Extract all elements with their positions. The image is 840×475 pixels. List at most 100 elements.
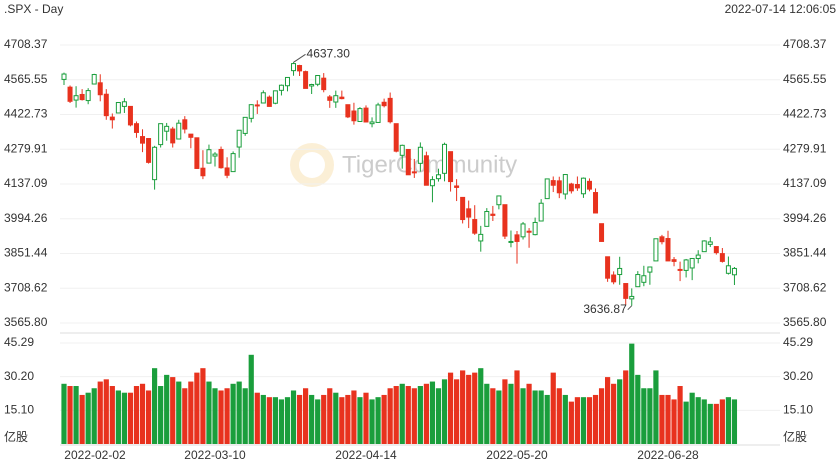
candle-body	[448, 151, 454, 183]
candle-body	[303, 71, 309, 89]
volume-bar	[236, 381, 242, 444]
y-tick-label-right: 3994.26	[783, 211, 827, 225]
volume-bar	[617, 379, 623, 444]
volume-bar	[387, 388, 393, 444]
candle-body	[423, 155, 429, 186]
annotation-leader	[627, 305, 633, 311]
y-tick-label: 4708.37	[4, 37, 48, 51]
candle-body	[224, 167, 230, 176]
volume-bar	[399, 383, 405, 444]
candle-body	[369, 121, 375, 125]
volume-bar	[381, 394, 387, 444]
candle-body	[333, 95, 339, 103]
y-tick-label-right: 3851.44	[783, 246, 827, 260]
volume-bar	[701, 399, 707, 444]
candle-body	[85, 90, 91, 102]
y-tick-label-right: 4279.91	[783, 141, 827, 155]
candle-body	[351, 110, 357, 122]
volume-bar	[224, 388, 230, 444]
volume-bar	[707, 403, 713, 444]
candle-body	[284, 76, 290, 87]
x-tick-label: 2022-06-28	[637, 448, 699, 462]
candle-body	[200, 167, 206, 177]
candle-body	[103, 93, 109, 117]
x-tick-label: 2022-05-20	[486, 448, 548, 462]
candle-body	[236, 129, 242, 148]
candle-body	[695, 254, 701, 259]
candle-body	[206, 149, 212, 164]
candle-body	[623, 283, 629, 299]
volume-bar	[333, 392, 339, 444]
candle-body	[405, 148, 411, 176]
volume-bar	[73, 386, 79, 444]
volume-bar	[79, 394, 85, 444]
candle-body	[158, 123, 164, 146]
volume-bar	[574, 397, 580, 444]
volume-bar	[272, 397, 278, 444]
candle-body	[683, 259, 689, 271]
candle-body	[146, 138, 152, 163]
volume-bar	[260, 394, 266, 444]
candle-body	[484, 211, 490, 227]
y2-unit: 亿股	[4, 429, 28, 444]
y-tick-label: 3565.80	[4, 315, 48, 329]
volume-bar	[556, 388, 562, 444]
volume-bar	[103, 379, 109, 444]
candle-body	[176, 122, 182, 140]
y-tick-label: 3851.44	[4, 246, 48, 260]
volume-bar	[369, 399, 375, 444]
candle-body	[478, 233, 484, 242]
volume-bar	[133, 386, 140, 444]
candle-body	[73, 95, 79, 101]
volume-bar	[405, 386, 411, 444]
annotation-leader	[293, 53, 306, 63]
x-tick-label: 2022-04-14	[335, 448, 397, 462]
candle-body	[309, 84, 315, 87]
volume-bar	[375, 397, 381, 444]
volume-bar	[683, 401, 689, 444]
candle-body	[61, 73, 67, 80]
x-tick-label: 2022-02-02	[64, 448, 126, 462]
volume-bar	[309, 394, 315, 444]
volume-bar	[665, 394, 671, 444]
candle-body	[611, 274, 617, 283]
candle-body	[719, 253, 725, 262]
volume-bar	[327, 388, 333, 444]
candle-body	[659, 236, 665, 243]
volume-bar	[303, 388, 309, 444]
candle-body	[393, 123, 399, 152]
volume-bar	[85, 392, 91, 444]
volume-bar	[532, 390, 538, 444]
candle-body	[121, 101, 127, 107]
volume-bar	[152, 368, 158, 444]
volume-bar	[653, 370, 659, 444]
volume-bar	[466, 374, 472, 444]
candle-body	[442, 143, 448, 174]
candle-body	[514, 234, 520, 242]
candle-body	[472, 219, 478, 234]
volume-bar	[158, 386, 164, 444]
candle-body	[188, 133, 194, 138]
candle-body	[109, 116, 115, 121]
candle-body	[321, 77, 327, 91]
volume-bar	[586, 397, 593, 444]
candle-body	[152, 146, 158, 181]
candle-body	[339, 96, 345, 100]
volume-bar	[671, 399, 677, 444]
volume-bar	[580, 397, 587, 444]
candle-body	[272, 90, 278, 104]
y-tick-label: 4279.91	[4, 141, 48, 155]
candle-body	[399, 144, 405, 156]
volume-bar	[562, 394, 568, 444]
volume-bar	[502, 379, 508, 444]
volume-bar	[496, 390, 502, 444]
y-tick-label-right: 4708.37	[783, 37, 827, 51]
y2-unit-right: 亿股	[783, 429, 807, 444]
candle-body	[357, 108, 363, 122]
volume-bar	[357, 397, 363, 444]
candle-body	[79, 93, 85, 101]
volume-bar	[689, 392, 695, 444]
y2-tick-label-right: 45.29	[783, 335, 813, 349]
volume-bar	[121, 392, 127, 444]
volume-bar	[598, 388, 605, 444]
